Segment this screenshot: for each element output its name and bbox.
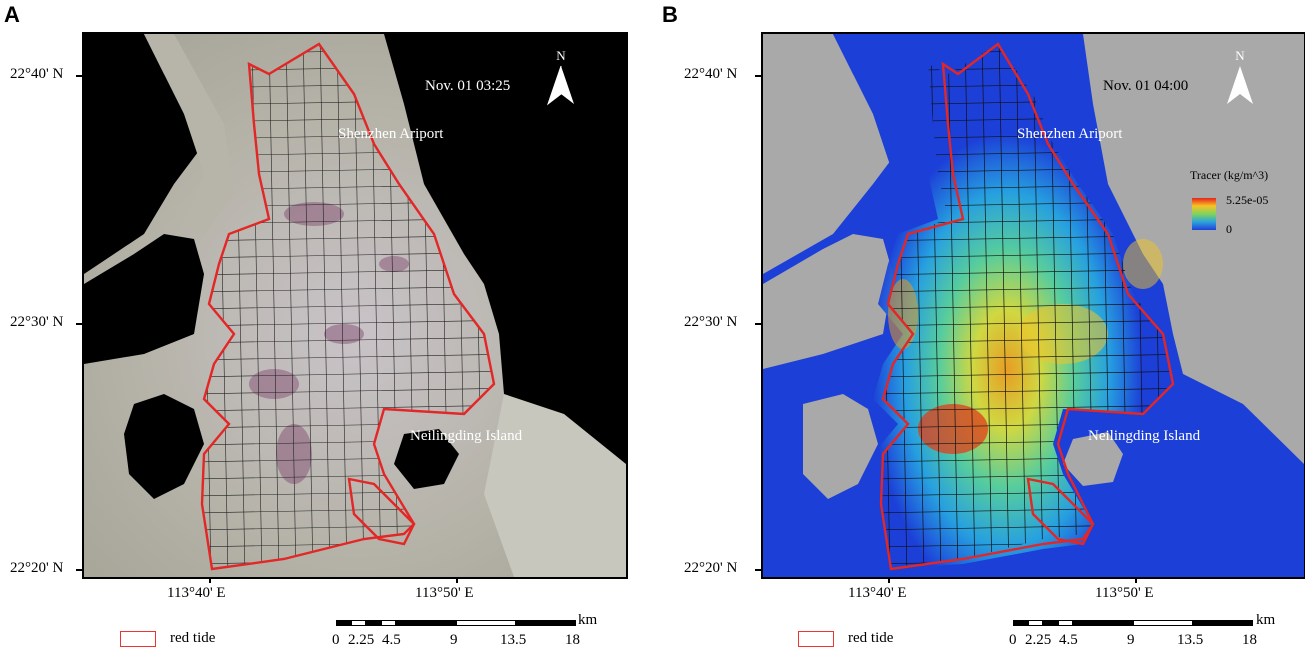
- north-letter-a: N: [556, 48, 566, 63]
- scale-unit-a: km: [578, 612, 598, 628]
- lat-label-a-3: 22°20' N: [10, 560, 64, 576]
- lat-tick: [76, 75, 82, 77]
- lon-tick: [209, 577, 211, 583]
- lat-tick: [76, 323, 82, 325]
- scalebar-b: [1013, 620, 1253, 628]
- red-tide-swatch: [798, 630, 834, 647]
- scale-tick-a-1: 2.25: [348, 632, 375, 648]
- panel-b-letter: B: [662, 2, 678, 27]
- north-arrow-b: N: [1225, 48, 1255, 112]
- north-arrow-icon: [546, 65, 574, 106]
- lon-tick: [1135, 577, 1137, 583]
- island-label-a: Neilingding Island: [410, 428, 523, 444]
- colorbar-max: 5.25e-05: [1226, 193, 1269, 207]
- colorbar-title: Tracer (kg/m^3): [1190, 168, 1269, 182]
- lon-tick: [888, 577, 890, 583]
- lon-label-a-1: 113°40' E: [167, 585, 226, 601]
- legend-a: red tide: [120, 630, 215, 647]
- north-arrow-icon: [1227, 66, 1253, 104]
- lon-label-b-2: 113°50' E: [1095, 585, 1154, 601]
- lat-tick: [755, 323, 761, 325]
- scale-tick-b-3: 9: [1127, 632, 1135, 648]
- lat-label-b-3: 22°20' N: [684, 560, 738, 576]
- panel-a-letter: A: [4, 2, 20, 27]
- scale-tick-a-3: 9: [450, 632, 458, 648]
- lat-label-b-1: 22°40' N: [684, 66, 738, 82]
- scale-tick-a-0: 0: [332, 632, 340, 648]
- scale-tick-a-4: 13.5: [500, 632, 527, 648]
- island-label-b: Neilingding Island: [1088, 428, 1201, 444]
- scalebar-a: [336, 620, 576, 628]
- lon-tick: [456, 577, 458, 583]
- satellite-map-a: [82, 32, 628, 579]
- airport-label-a: Shenzhen Ariport: [338, 126, 444, 142]
- time-label-a: Nov. 01 03:25: [425, 78, 511, 94]
- scale-tick-b-1: 2.25: [1025, 632, 1052, 648]
- legend-label-b: red tide: [848, 630, 894, 646]
- tracer-map-b: [761, 32, 1305, 579]
- airport-label-b: Shenzhen Ariport: [1017, 126, 1123, 142]
- scale-tick-b-4: 13.5: [1177, 632, 1204, 648]
- scale-tick-b-0: 0: [1009, 632, 1017, 648]
- north-arrow-a: N: [546, 48, 576, 112]
- colorbar-gradient: [1192, 198, 1216, 230]
- scale-tick-b-2: 4.5: [1059, 632, 1078, 648]
- north-letter-b: N: [1235, 48, 1245, 63]
- lat-label-a-1: 22°40' N: [10, 66, 64, 82]
- legend-label-a: red tide: [170, 630, 216, 646]
- scale-tick-a-2: 4.5: [382, 632, 401, 648]
- colorbar-min: 0: [1226, 222, 1232, 236]
- scale-tick-b-5: 18: [1242, 632, 1257, 648]
- scale-tick-a-5: 18: [565, 632, 580, 648]
- scale-unit-b: km: [1256, 612, 1276, 628]
- lat-label-a-2: 22°30' N: [10, 314, 64, 330]
- lat-tick: [76, 569, 82, 571]
- legend-b: red tide: [798, 630, 893, 647]
- lat-label-b-2: 22°30' N: [684, 314, 738, 330]
- lat-tick: [755, 569, 761, 571]
- lat-tick: [755, 75, 761, 77]
- lon-label-a-2: 113°50' E: [415, 585, 474, 601]
- lon-label-b-1: 113°40' E: [848, 585, 907, 601]
- time-label-b: Nov. 01 04:00: [1103, 78, 1189, 94]
- red-tide-swatch: [120, 630, 156, 647]
